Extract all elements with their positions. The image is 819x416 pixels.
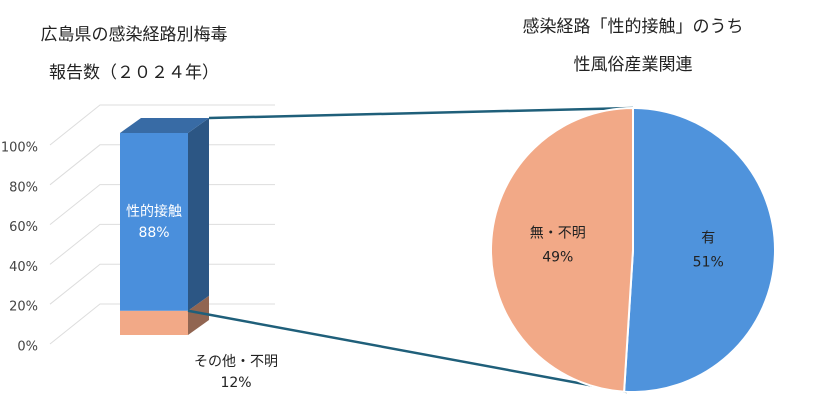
chart-title: 性風俗産業関連 — [574, 55, 693, 75]
grid-line — [49, 223, 275, 265]
y-tick-label: 80% — [9, 180, 38, 195]
data-label: 88% — [138, 225, 169, 241]
series-label: その他・不明 — [194, 354, 278, 370]
slice-label: 有 — [701, 230, 715, 246]
grid-line — [49, 144, 275, 186]
grid-line — [49, 104, 275, 146]
bar-segment — [120, 310, 188, 335]
data-label: 51% — [693, 254, 724, 270]
grid-line — [49, 263, 275, 305]
data-label: 49% — [542, 250, 573, 266]
y-tick-label: 60% — [9, 220, 38, 235]
grid-line — [49, 303, 275, 345]
data-label: 12% — [220, 375, 251, 391]
y-tick-label: 0% — [17, 340, 38, 355]
series-label: 性的接触 — [126, 203, 182, 220]
pie-slice — [489, 106, 634, 393]
chart-title: 感染経路「性的接触」のうち — [523, 17, 744, 37]
bar-segment — [120, 133, 188, 311]
y-tick-label: 100% — [1, 141, 38, 156]
connector — [187, 309, 628, 394]
bar-side — [188, 118, 209, 311]
grid-line — [49, 184, 275, 225]
chart-title: 広島県の感染経路別梅毒 — [41, 25, 228, 45]
bar-side — [188, 295, 209, 335]
pie-slice — [623, 106, 776, 393]
y-tick-label: 40% — [9, 260, 38, 275]
slice-label: 無・不明 — [530, 226, 586, 242]
connector — [208, 106, 634, 120]
chart-title: 報告数（２０２４年） — [49, 63, 219, 83]
bar-top — [120, 118, 209, 133]
y-tick-label: 20% — [9, 300, 38, 315]
